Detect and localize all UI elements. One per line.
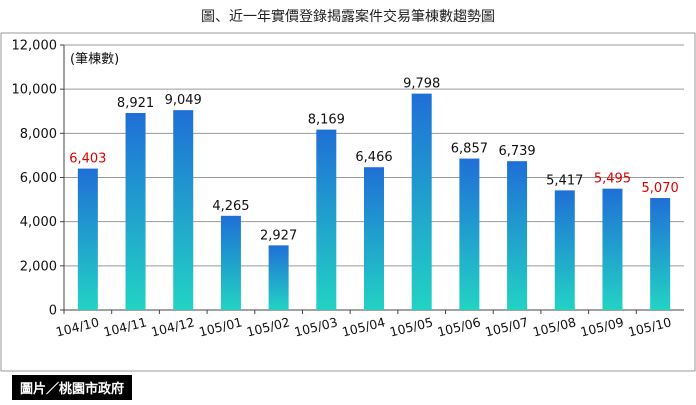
data-label: 9,049	[165, 93, 202, 108]
bar	[125, 112, 146, 310]
plot-frame	[0, 32, 696, 372]
bar	[268, 245, 289, 310]
bar	[459, 158, 480, 310]
data-label: 2,927	[260, 228, 297, 243]
x-tick-label: 105/08	[531, 314, 577, 339]
y-tick-label: 4,000	[20, 215, 57, 230]
x-tick-label: 105/04	[340, 314, 386, 339]
x-tick-label: 105/01	[197, 314, 243, 339]
x-tick-label: 104/11	[102, 314, 148, 339]
chart-title: 圖、近一年實價登錄揭露案件交易筆棟數趨勢圖	[201, 9, 495, 25]
data-label: 6,739	[498, 144, 535, 159]
x-tick-label: 104/12	[150, 314, 196, 339]
x-tick-label: 105/03	[293, 314, 339, 339]
bar	[220, 215, 241, 310]
data-label: 5,495	[594, 172, 631, 187]
bar	[602, 188, 623, 310]
data-label: 5,070	[642, 181, 679, 196]
bar	[507, 161, 528, 310]
data-label: 4,265	[212, 199, 249, 214]
x-tick-label: 105/07	[483, 314, 529, 339]
x-tick-label: 105/09	[579, 314, 625, 339]
bar	[411, 93, 432, 310]
x-tick-label: 105/10	[627, 314, 673, 339]
x-tick-label: 104/10	[54, 314, 100, 339]
data-label: 6,466	[355, 150, 392, 165]
x-tick-label: 105/06	[436, 314, 482, 339]
data-label: 8,169	[308, 113, 345, 128]
x-tick-label: 105/05	[388, 314, 434, 339]
data-label: 6,857	[451, 142, 488, 157]
bar	[554, 190, 575, 310]
unit-label: (筆棟數)	[70, 52, 119, 67]
data-label: 6,403	[69, 152, 106, 167]
bar	[173, 110, 194, 311]
y-tick-label: 12,000	[12, 39, 58, 54]
y-tick-label: 2,000	[20, 259, 57, 274]
x-tick-label: 105/02	[245, 314, 291, 339]
y-tick-label: 0	[49, 304, 57, 319]
data-label: 5,417	[546, 173, 583, 188]
bar	[316, 129, 337, 310]
y-tick-label: 8,000	[20, 127, 57, 142]
bar	[77, 168, 98, 310]
bar	[650, 198, 671, 310]
y-tick-label: 6,000	[20, 171, 57, 186]
bar	[364, 167, 384, 310]
image-credit: 圖片／桃園市政府	[12, 375, 133, 400]
data-label: 9,798	[403, 77, 440, 92]
y-tick-label: 10,000	[12, 83, 58, 98]
data-label: 8,921	[117, 96, 154, 111]
